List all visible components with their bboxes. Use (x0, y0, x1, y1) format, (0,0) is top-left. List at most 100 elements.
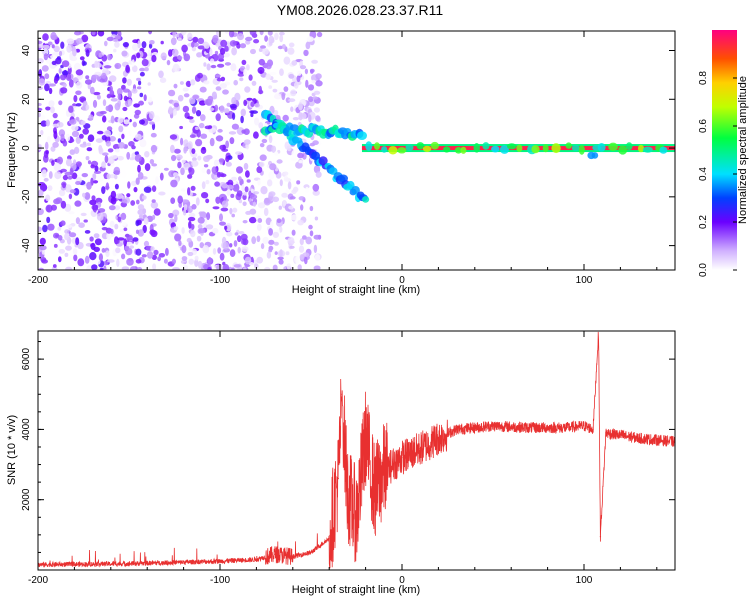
heatmap-cell (203, 80, 210, 85)
heatmap-cell (219, 252, 225, 261)
heatmap-cell (625, 142, 633, 151)
heatmap-cell (153, 208, 161, 216)
heatmap-cell (257, 66, 265, 74)
heatmap-cell (165, 247, 169, 256)
heatmap-cell (69, 149, 76, 156)
heatmap-cell (137, 267, 142, 270)
heatmap-cell (52, 123, 60, 128)
snr-y-ticks: 2000 4000 6000 (21, 341, 675, 571)
heatmap-cell (85, 156, 90, 161)
heatmap-cell (112, 143, 120, 150)
heatmap-cell (78, 222, 85, 228)
heatmap-cell (187, 205, 193, 213)
snr-point (128, 563, 130, 565)
heatmap-cell (242, 220, 248, 224)
heatmap-cell (273, 241, 279, 246)
heatmap-cell (223, 52, 230, 58)
heatmap-cell (258, 58, 265, 66)
heatmap-cell (223, 108, 230, 114)
heatmap-cell (187, 32, 193, 41)
heatmap-cell (101, 135, 107, 141)
heatmap-cell (75, 103, 82, 107)
heatmap-cell (137, 172, 144, 180)
heatmap-cell (250, 112, 254, 118)
heatmap-cell (207, 267, 212, 270)
heatmap-cell (219, 83, 227, 89)
heatmap-cell (146, 251, 154, 259)
heatmap-cell (143, 240, 150, 247)
heatmap-cell (194, 258, 199, 267)
heatmap-cell (198, 211, 204, 215)
spectrogram-x-ticks: -200 -100 0 100 (28, 31, 658, 286)
heatmap-cell (60, 74, 67, 81)
heatmap-cell (197, 45, 205, 50)
heatmap-cell (141, 254, 147, 258)
heatmap-cell (200, 114, 206, 122)
heatmap-cell (97, 174, 104, 182)
heatmap-cell (500, 145, 509, 154)
heatmap-cell (89, 236, 94, 242)
snr-x-ticks: -200 -100 0 100 (28, 331, 658, 586)
heatmap-cell (44, 83, 50, 92)
heatmap-cell (506, 143, 517, 150)
heatmap-cell (217, 63, 225, 68)
heatmap-cell (482, 142, 490, 150)
heatmap-cell (242, 192, 248, 196)
heatmap-cell (79, 56, 85, 61)
heatmap-cell (226, 102, 231, 107)
heatmap-cell (92, 74, 99, 79)
x-tick-label: 0 (399, 275, 405, 286)
heatmap-cell (58, 189, 66, 197)
heatmap-cell (215, 86, 222, 91)
snr-point (583, 425, 585, 427)
heatmap-cell (265, 73, 272, 80)
heatmap-cell (148, 43, 153, 49)
heatmap-cell (199, 86, 207, 93)
heatmap-cell (168, 212, 174, 219)
colorbar-tick-label: 0.8 (698, 71, 709, 85)
heatmap-cell (198, 228, 206, 234)
heatmap-cell (274, 32, 279, 41)
heatmap-cell (139, 92, 144, 98)
heatmap-cell (105, 140, 112, 147)
heatmap-cell (291, 214, 298, 221)
heatmap-cell (42, 44, 50, 50)
heatmap-cell (129, 157, 134, 161)
heatmap-cell (151, 185, 157, 192)
heatmap-cell (233, 240, 238, 247)
heatmap-cell (276, 159, 283, 164)
heatmap-cell (136, 86, 142, 90)
heatmap-cell (106, 93, 112, 99)
heatmap-cell (45, 119, 50, 127)
heatmap-cell (252, 201, 257, 207)
heatmap-cell (268, 171, 275, 180)
spectrogram-x-axis-label: Height of straight line (km) (292, 284, 420, 296)
heatmap-cell (148, 96, 153, 103)
heatmap-cell (257, 218, 263, 223)
spectrogram-frame-border (37, 30, 676, 271)
heatmap-cell (192, 94, 200, 100)
heatmap-cell (153, 249, 159, 256)
heatmap-cell (231, 97, 237, 105)
heatmap-cell (90, 243, 95, 248)
x-tick-label: 0 (399, 575, 405, 586)
heatmap-cell (302, 235, 307, 240)
heatmap-cell (252, 191, 260, 195)
heatmap-cell (89, 252, 97, 261)
heatmap-cell (189, 119, 195, 124)
y-tick-label: 0 (21, 145, 32, 151)
heatmap-cell (75, 69, 84, 76)
heatmap-cell (272, 196, 280, 203)
heatmap-cell (256, 235, 261, 243)
heatmap-cell (65, 266, 73, 270)
heatmap-cell (220, 39, 228, 48)
heatmap-cell (121, 221, 127, 226)
heatmap-cell (104, 155, 109, 164)
heatmap-cell (215, 113, 221, 122)
heatmap-cell (219, 144, 227, 150)
heatmap-cell (44, 141, 49, 150)
heatmap-cell (160, 40, 164, 45)
heatmap-cell (315, 80, 323, 87)
heatmap-cell (194, 255, 199, 261)
heatmap-cell (51, 60, 57, 66)
